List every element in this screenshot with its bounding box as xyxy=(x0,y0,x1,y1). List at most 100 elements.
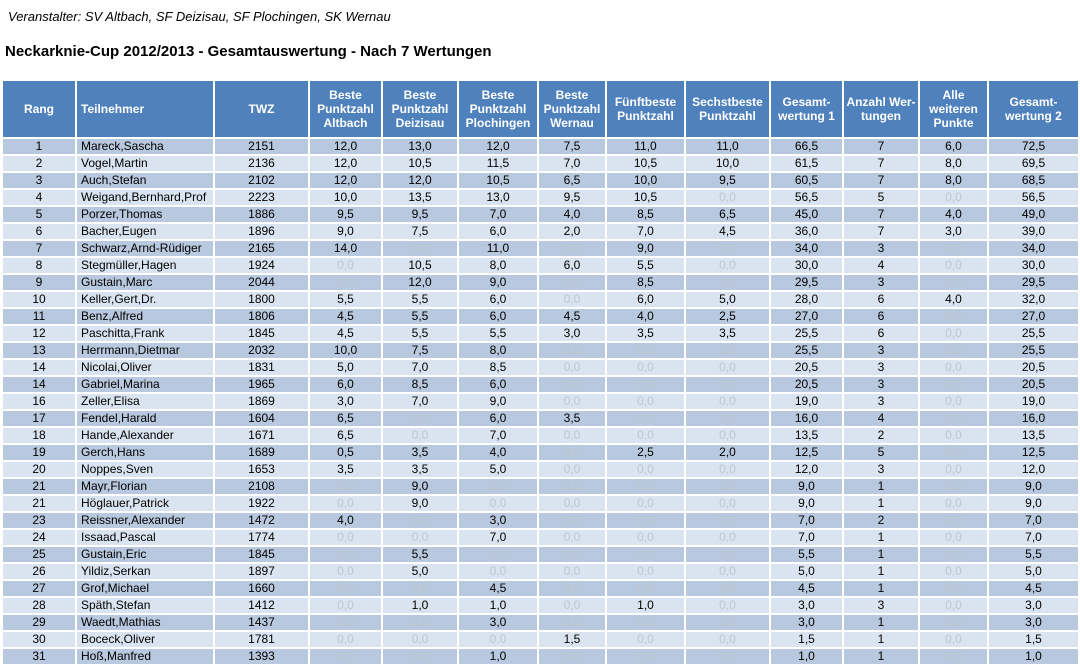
cell-rang: 20 xyxy=(3,462,77,479)
cell-beste-plochingen: 3,0 xyxy=(459,513,539,530)
cell-rang: 16 xyxy=(3,394,77,411)
table-row: 16 Zeller,Elisa 1869 3,0 7,0 9,0 0,0 0,0 0,0 19,0… xyxy=(3,394,1080,411)
cell-anzahl-wertungen: 3 xyxy=(844,343,920,360)
cell-beste-altbach: 5,5 xyxy=(310,292,383,309)
cell-sechstbeste: 0,0 xyxy=(686,547,771,564)
cell-rang: 21 xyxy=(3,479,77,496)
cell-fuenftbeste: 10,5 xyxy=(607,156,686,173)
cell-gesamtwertung-2: 5,0 xyxy=(989,564,1080,581)
cell-sechstbeste: 0,0 xyxy=(686,428,771,445)
cell-twz: 1922 xyxy=(215,496,310,513)
cell-teilnehmer: Stegmüller,Hagen xyxy=(77,258,215,275)
cell-gesamtwertung-2: 25,5 xyxy=(989,326,1080,343)
table-row: 6 Bacher,Eugen 1896 9,0 7,5 6,0 2,0 7,0 4,5 36,0 7… xyxy=(3,224,1080,241)
cell-alle-weiteren-punkte: 0,0 xyxy=(920,547,989,564)
cell-gesamtwertung-1: 34,0 xyxy=(771,241,844,258)
cell-gesamtwertung-1: 5,5 xyxy=(771,547,844,564)
cell-twz: 1800 xyxy=(215,292,310,309)
cell-twz: 1965 xyxy=(215,377,310,394)
table-header-row: Rang Teilnehmer TWZ Beste Punktzahl Altb… xyxy=(3,81,1080,139)
results-table: Rang Teilnehmer TWZ Beste Punktzahl Altb… xyxy=(3,81,1080,666)
cell-fuenftbeste: 2,5 xyxy=(607,445,686,462)
cell-gesamtwertung-2: 1,5 xyxy=(989,632,1080,649)
cell-gesamtwertung-1: 3,0 xyxy=(771,598,844,615)
cell-gesamtwertung-1: 16,0 xyxy=(771,411,844,428)
cell-beste-plochingen: 11,0 xyxy=(459,241,539,258)
cell-beste-deizisau: 10,5 xyxy=(383,258,459,275)
cell-gesamtwertung-1: 61,5 xyxy=(771,156,844,173)
cell-anzahl-wertungen: 4 xyxy=(844,411,920,428)
cell-teilnehmer: Bacher,Eugen xyxy=(77,224,215,241)
cell-sechstbeste: 11,0 xyxy=(686,139,771,156)
cell-gesamtwertung-1: 9,0 xyxy=(771,496,844,513)
cell-beste-altbach: 0,0 xyxy=(310,496,383,513)
cell-gesamtwertung-1: 30,0 xyxy=(771,258,844,275)
cell-gesamtwertung-2: 20,5 xyxy=(989,377,1080,394)
cell-sechstbeste: 4,5 xyxy=(686,224,771,241)
cell-fuenftbeste: 0,0 xyxy=(607,632,686,649)
cell-beste-plochingen: 7,0 xyxy=(459,428,539,445)
cell-gesamtwertung-2: 9,0 xyxy=(989,496,1080,513)
cell-fuenftbeste: 0,0 xyxy=(607,649,686,666)
cell-rang: 6 xyxy=(3,224,77,241)
cell-beste-wernau: 7,5 xyxy=(539,139,607,156)
cell-fuenftbeste: 0,0 xyxy=(607,581,686,598)
cell-beste-deizisau: 0,0 xyxy=(383,632,459,649)
cell-rang: 11 xyxy=(3,309,77,326)
cell-teilnehmer: Zeller,Elisa xyxy=(77,394,215,411)
cell-beste-deizisau: 7,0 xyxy=(383,360,459,377)
cell-beste-plochingen: 11,5 xyxy=(459,156,539,173)
cell-sechstbeste: 0,0 xyxy=(686,564,771,581)
cell-beste-deizisau: 0,0 xyxy=(383,530,459,547)
cell-beste-wernau: 6,5 xyxy=(539,173,607,190)
cell-beste-deizisau: 0,0 xyxy=(383,411,459,428)
cell-rang: 4 xyxy=(3,190,77,207)
cell-gesamtwertung-1: 9,0 xyxy=(771,479,844,496)
cell-fuenftbeste: 11,0 xyxy=(607,139,686,156)
cell-alle-weiteren-punkte: 0,0 xyxy=(920,462,989,479)
cell-rang: 5 xyxy=(3,207,77,224)
table-row: 2 Vogel,Martin 2136 12,0 10,5 11,5 7,0 10,5 10,0… xyxy=(3,156,1080,173)
cell-beste-wernau: 0,0 xyxy=(539,649,607,666)
cell-beste-deizisau: 5,5 xyxy=(383,326,459,343)
table-row: 31 Hoß,Manfred 1393 0,0 0,0 1,0 0,0 0,0 0,0 1,0 1 0… xyxy=(3,649,1080,666)
cell-beste-altbach: 6,5 xyxy=(310,428,383,445)
cell-sechstbeste: 0,0 xyxy=(686,513,771,530)
cell-fuenftbeste: 10,5 xyxy=(607,190,686,207)
cell-beste-altbach: 0,0 xyxy=(310,479,383,496)
table-row: 3 Auch,Stefan 2102 12,0 12,0 10,5 6,5 10,0 9,5 60… xyxy=(3,173,1080,190)
cell-twz: 1671 xyxy=(215,428,310,445)
cell-beste-altbach: 6,5 xyxy=(310,411,383,428)
cell-sechstbeste: 0,0 xyxy=(686,190,771,207)
cell-gesamtwertung-1: 3,0 xyxy=(771,615,844,632)
cell-gesamtwertung-1: 36,0 xyxy=(771,224,844,241)
table-row: 26 Yildiz,Serkan 1897 0,0 5,0 0,0 0,0 0,0 0,0 5,0… xyxy=(3,564,1080,581)
cell-anzahl-wertungen: 2 xyxy=(844,428,920,445)
cell-beste-deizisau: 5,5 xyxy=(383,309,459,326)
cell-rang: 21 xyxy=(3,496,77,513)
cell-sechstbeste: 2,5 xyxy=(686,309,771,326)
cell-rang: 2 xyxy=(3,156,77,173)
cell-teilnehmer: Auch,Stefan xyxy=(77,173,215,190)
cell-beste-wernau: 0,0 xyxy=(539,530,607,547)
cell-beste-deizisau: 0,0 xyxy=(383,513,459,530)
cell-anzahl-wertungen: 1 xyxy=(844,564,920,581)
cell-twz: 2136 xyxy=(215,156,310,173)
cell-beste-deizisau: 5,5 xyxy=(383,292,459,309)
cell-twz: 1845 xyxy=(215,547,310,564)
cell-beste-altbach: 9,0 xyxy=(310,224,383,241)
cell-gesamtwertung-1: 60,5 xyxy=(771,173,844,190)
cell-teilnehmer: Hande,Alexander xyxy=(77,428,215,445)
cell-teilnehmer: Yildiz,Serkan xyxy=(77,564,215,581)
cell-alle-weiteren-punkte: 0,0 xyxy=(920,360,989,377)
cell-fuenftbeste: 6,0 xyxy=(607,292,686,309)
cell-gesamtwertung-2: 12,5 xyxy=(989,445,1080,462)
cell-gesamtwertung-1: 7,0 xyxy=(771,530,844,547)
table-row: 18 Hande,Alexander 1671 6,5 0,0 7,0 0,0 0,0 0,0 1… xyxy=(3,428,1080,445)
cell-sechstbeste: 0,0 xyxy=(686,360,771,377)
cell-sechstbeste: 0,0 xyxy=(686,377,771,394)
cell-fuenftbeste: 3,5 xyxy=(607,326,686,343)
col-header-alle-weiteren-punkte: Alle weiteren Punkte xyxy=(920,81,989,139)
cell-gesamtwertung-1: 28,0 xyxy=(771,292,844,309)
cell-alle-weiteren-punkte: 0,0 xyxy=(920,445,989,462)
